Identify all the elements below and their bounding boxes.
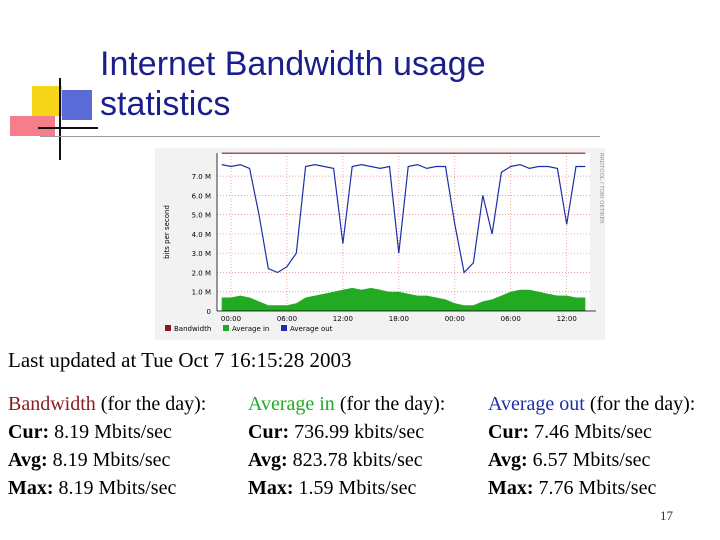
stat-value: 823.78 kbits/sec — [292, 449, 423, 471]
y-axis-label: bits per second — [163, 205, 171, 259]
legend-swatch — [165, 325, 171, 331]
stat-label: Avg: — [8, 449, 48, 471]
stat-column: Average out (for the day): Cur: 7.46 Mbit… — [488, 390, 720, 502]
stat-column: Bandwidth (for the day): Cur: 8.19 Mbits/… — [8, 390, 248, 502]
x-tick-label: 06:00 — [501, 315, 521, 323]
stat-suffix: (for the day): — [589, 393, 696, 415]
stat-value: 8.19 Mbits/sec — [54, 421, 172, 443]
stat-label: Avg: — [248, 449, 288, 471]
stat-row: Max: 1.59 Mbits/sec — [248, 474, 488, 502]
stat-suffix: (for the day): — [100, 393, 207, 415]
x-tick-label: 00:00 — [445, 315, 465, 323]
stat-label: Avg: — [488, 449, 528, 471]
stat-value: 6.57 Mbits/sec — [532, 449, 651, 471]
y-tick-label: 3.0 M — [192, 250, 211, 258]
y-tick-label: 4.0 M — [192, 231, 211, 239]
logo — [10, 78, 98, 160]
series-group — [221, 152, 586, 311]
logo-yellow — [32, 86, 62, 116]
stat-row: Max: 8.19 Mbits/sec — [8, 474, 248, 502]
legend-swatch — [223, 325, 229, 331]
stat-value: 8.19 Mbits/sec — [52, 449, 171, 471]
logo-red — [10, 116, 55, 136]
y-tick-label: 2.0 M — [192, 269, 211, 277]
y-tick-label: 0 — [207, 308, 211, 316]
legend-label: Average in — [232, 325, 269, 333]
stat-row: Max: 7.76 Mbits/sec — [488, 474, 720, 502]
stat-label: Max: — [248, 477, 294, 499]
stat-row: Avg: 823.78 kbits/sec — [248, 446, 488, 474]
last-updated: Last updated at Tue Oct 7 16:15:28 2003 — [8, 348, 352, 372]
title: Internet Bandwidth usage statistics — [100, 45, 486, 123]
stat-value: 8.19 Mbits/sec — [58, 477, 177, 499]
stat-value: 1.59 Mbits/sec — [298, 477, 417, 499]
y-tick-label: 7.0 M — [192, 173, 211, 181]
stat-name: Average out — [488, 393, 585, 415]
stat-row: Avg: 8.19 Mbits/sec — [8, 446, 248, 474]
y-tick-label: 6.0 M — [192, 192, 211, 200]
title-rule — [40, 136, 600, 137]
stat-label: Cur: — [8, 421, 50, 443]
x-tick-label: 12:00 — [557, 315, 577, 323]
x-tick-label: 00:00 — [221, 315, 241, 323]
line — [221, 163, 586, 274]
plot-area — [217, 153, 590, 311]
stat-name: Bandwidth — [8, 393, 96, 415]
stat-suffix: (for the day): — [339, 393, 446, 415]
stat-label: Cur: — [248, 421, 290, 443]
stat-column: Average in (for the day): Cur: 736.99 kbi… — [248, 390, 488, 502]
stat-row: Cur: 8.19 Mbits/sec — [8, 418, 248, 446]
legend-label: Average out — [290, 325, 333, 333]
stat-value: 736.99 kbits/sec — [294, 421, 425, 443]
legend-swatch — [281, 325, 287, 331]
stat-value: 7.76 Mbits/sec — [538, 477, 657, 499]
x-tick-label: 12:00 — [333, 315, 353, 323]
page-number: 17 — [660, 508, 673, 523]
stat-row: Avg: 6.57 Mbits/sec — [488, 446, 720, 474]
stat-row: Cur: 7.46 Mbits/sec — [488, 418, 720, 446]
chart: 0 1.0 M 2.0 M 3.0 M 4.0 M 5.0 M 6.0 M 7.0 M 00:0… — [155, 148, 605, 340]
legend-label: Bandwidth — [174, 325, 211, 333]
stat-row: Cur: 736.99 kbits/sec — [248, 418, 488, 446]
x-tick-label: 06:00 — [277, 315, 297, 323]
stat-head: Bandwidth (for the day): — [8, 390, 248, 418]
logo-blue — [62, 90, 92, 120]
stat-head: Average out (for the day): — [488, 390, 720, 418]
y-tick-label: 5.0 M — [192, 212, 211, 220]
stat-value: 7.46 Mbits/sec — [534, 421, 652, 443]
stat-label: Cur: — [488, 421, 530, 443]
x-tick-label: 18:00 — [389, 315, 409, 323]
stat-label: Max: — [488, 477, 534, 499]
watermark: RRDTOOL / TOBI OETIKER — [598, 153, 604, 224]
stat-name: Average in — [248, 393, 335, 415]
stat-head: Average in (for the day): — [248, 390, 488, 418]
stat-label: Max: — [8, 477, 54, 499]
y-tick-label: 1.0 M — [192, 289, 211, 297]
area — [221, 287, 586, 311]
